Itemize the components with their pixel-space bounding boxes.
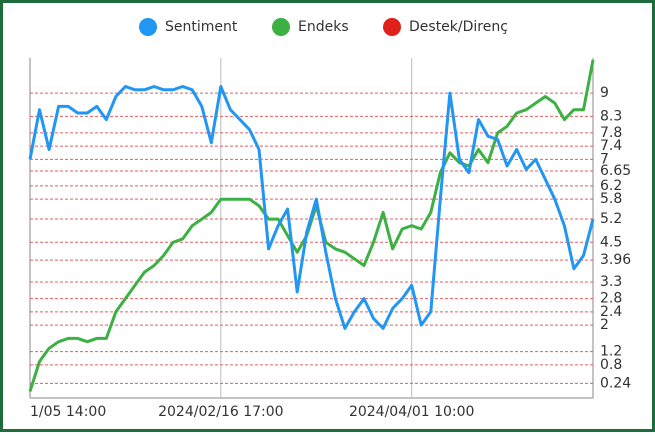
level-label: 9: [600, 85, 609, 101]
level-label: 2.4: [600, 304, 622, 320]
x-tick-label: 2024/04/01 10:00: [349, 404, 475, 420]
level-label: 1.2: [600, 344, 622, 360]
legend-label: Destek/Direnç: [409, 19, 508, 35]
level-label: 5.8: [600, 191, 622, 207]
level-label: 7.4: [600, 138, 622, 154]
level-label: 3.96: [600, 252, 631, 268]
x-tick-label: 1/05 14:00: [30, 404, 106, 420]
level-label: 5.2: [600, 211, 622, 227]
x-tick-label: 2024/02/16 17:00: [158, 404, 284, 420]
legend-label: Endeks: [298, 19, 349, 35]
level-label: 6.65: [600, 163, 631, 179]
level-label: 7.8: [600, 125, 622, 141]
level-label: 7: [600, 151, 609, 167]
level-label: 0.8: [600, 357, 622, 373]
level-label: 6.2: [600, 178, 622, 194]
level-label: 2.8: [600, 291, 622, 307]
level-label: 3.3: [600, 274, 622, 290]
legend-marker: [139, 18, 157, 36]
level-label: 4.5: [600, 234, 622, 250]
level-label: 0.24: [600, 375, 631, 391]
legend-label: Sentiment: [165, 19, 238, 35]
level-label: 8.3: [600, 108, 622, 124]
legend-marker: [383, 18, 401, 36]
legend-marker: [272, 18, 290, 36]
level-label: 2: [600, 317, 609, 333]
series-line: [28, 85, 595, 330]
legend: Sentiment Endeks Destek/Direnç: [139, 18, 508, 36]
